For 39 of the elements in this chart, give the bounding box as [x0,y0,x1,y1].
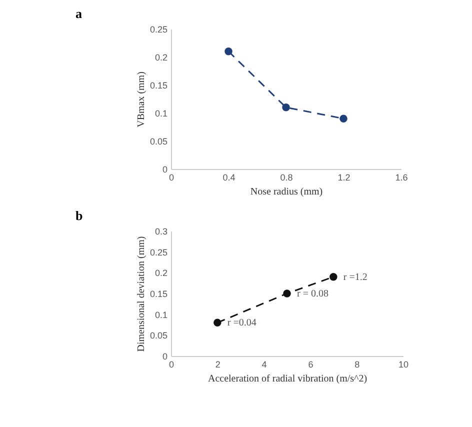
chart-title: b [75,208,83,223]
x-tick-label: 0 [168,172,174,182]
x-tick-label: 0 [168,360,174,370]
y-axis-title: VBmax (mm) [136,72,147,128]
y-tick-label: 0.25 [150,24,168,34]
point [214,318,222,327]
x-tick-label: 4 [262,360,267,370]
point [282,104,290,112]
x-tick-label: 10 [398,360,409,370]
point [330,272,338,281]
y-tick-label: 0.05 [150,330,168,341]
x-tick-label: 8 [354,360,360,370]
y-tick-label: 0.25 [150,247,168,258]
y-tick-label: 0.15 [150,80,168,90]
annotation: r = 0.08 [297,288,328,300]
y-axis-title: Dimensional deviation (mm) [136,236,147,352]
x-tick-label: 0.8 [280,172,293,182]
y-tick-label: 0.1 [154,108,168,118]
y-tick-label: 0 [162,164,168,174]
y-tick-label: 0.2 [154,52,168,62]
x-tick-label: 6 [308,360,314,370]
y-tick-label: 0.2 [154,268,168,278]
x-axis-title: Acceleration of radial vibration (m/s^2) [208,374,368,384]
annotation: r =0.04 [227,318,256,329]
y-tick-label: 0 [162,352,168,362]
y-tick-label: 0.3 [154,226,168,236]
x-tick-label: 1.6 [395,172,408,182]
y-tick-label: 0.05 [150,136,168,146]
point [340,114,348,122]
chart-title: a [75,6,82,21]
x-axis-title: Nose radius (mm) [250,186,323,198]
annotation: r =1.2 [343,272,368,283]
y-tick-label: 0.15 [150,289,168,299]
x-tick-label: 1.2 [338,172,350,182]
point [224,48,232,56]
x-tick-label: 0.4 [222,172,236,182]
point [283,290,291,298]
x-tick-label: 2 [215,360,220,370]
y-tick-label: 0.1 [154,310,168,320]
